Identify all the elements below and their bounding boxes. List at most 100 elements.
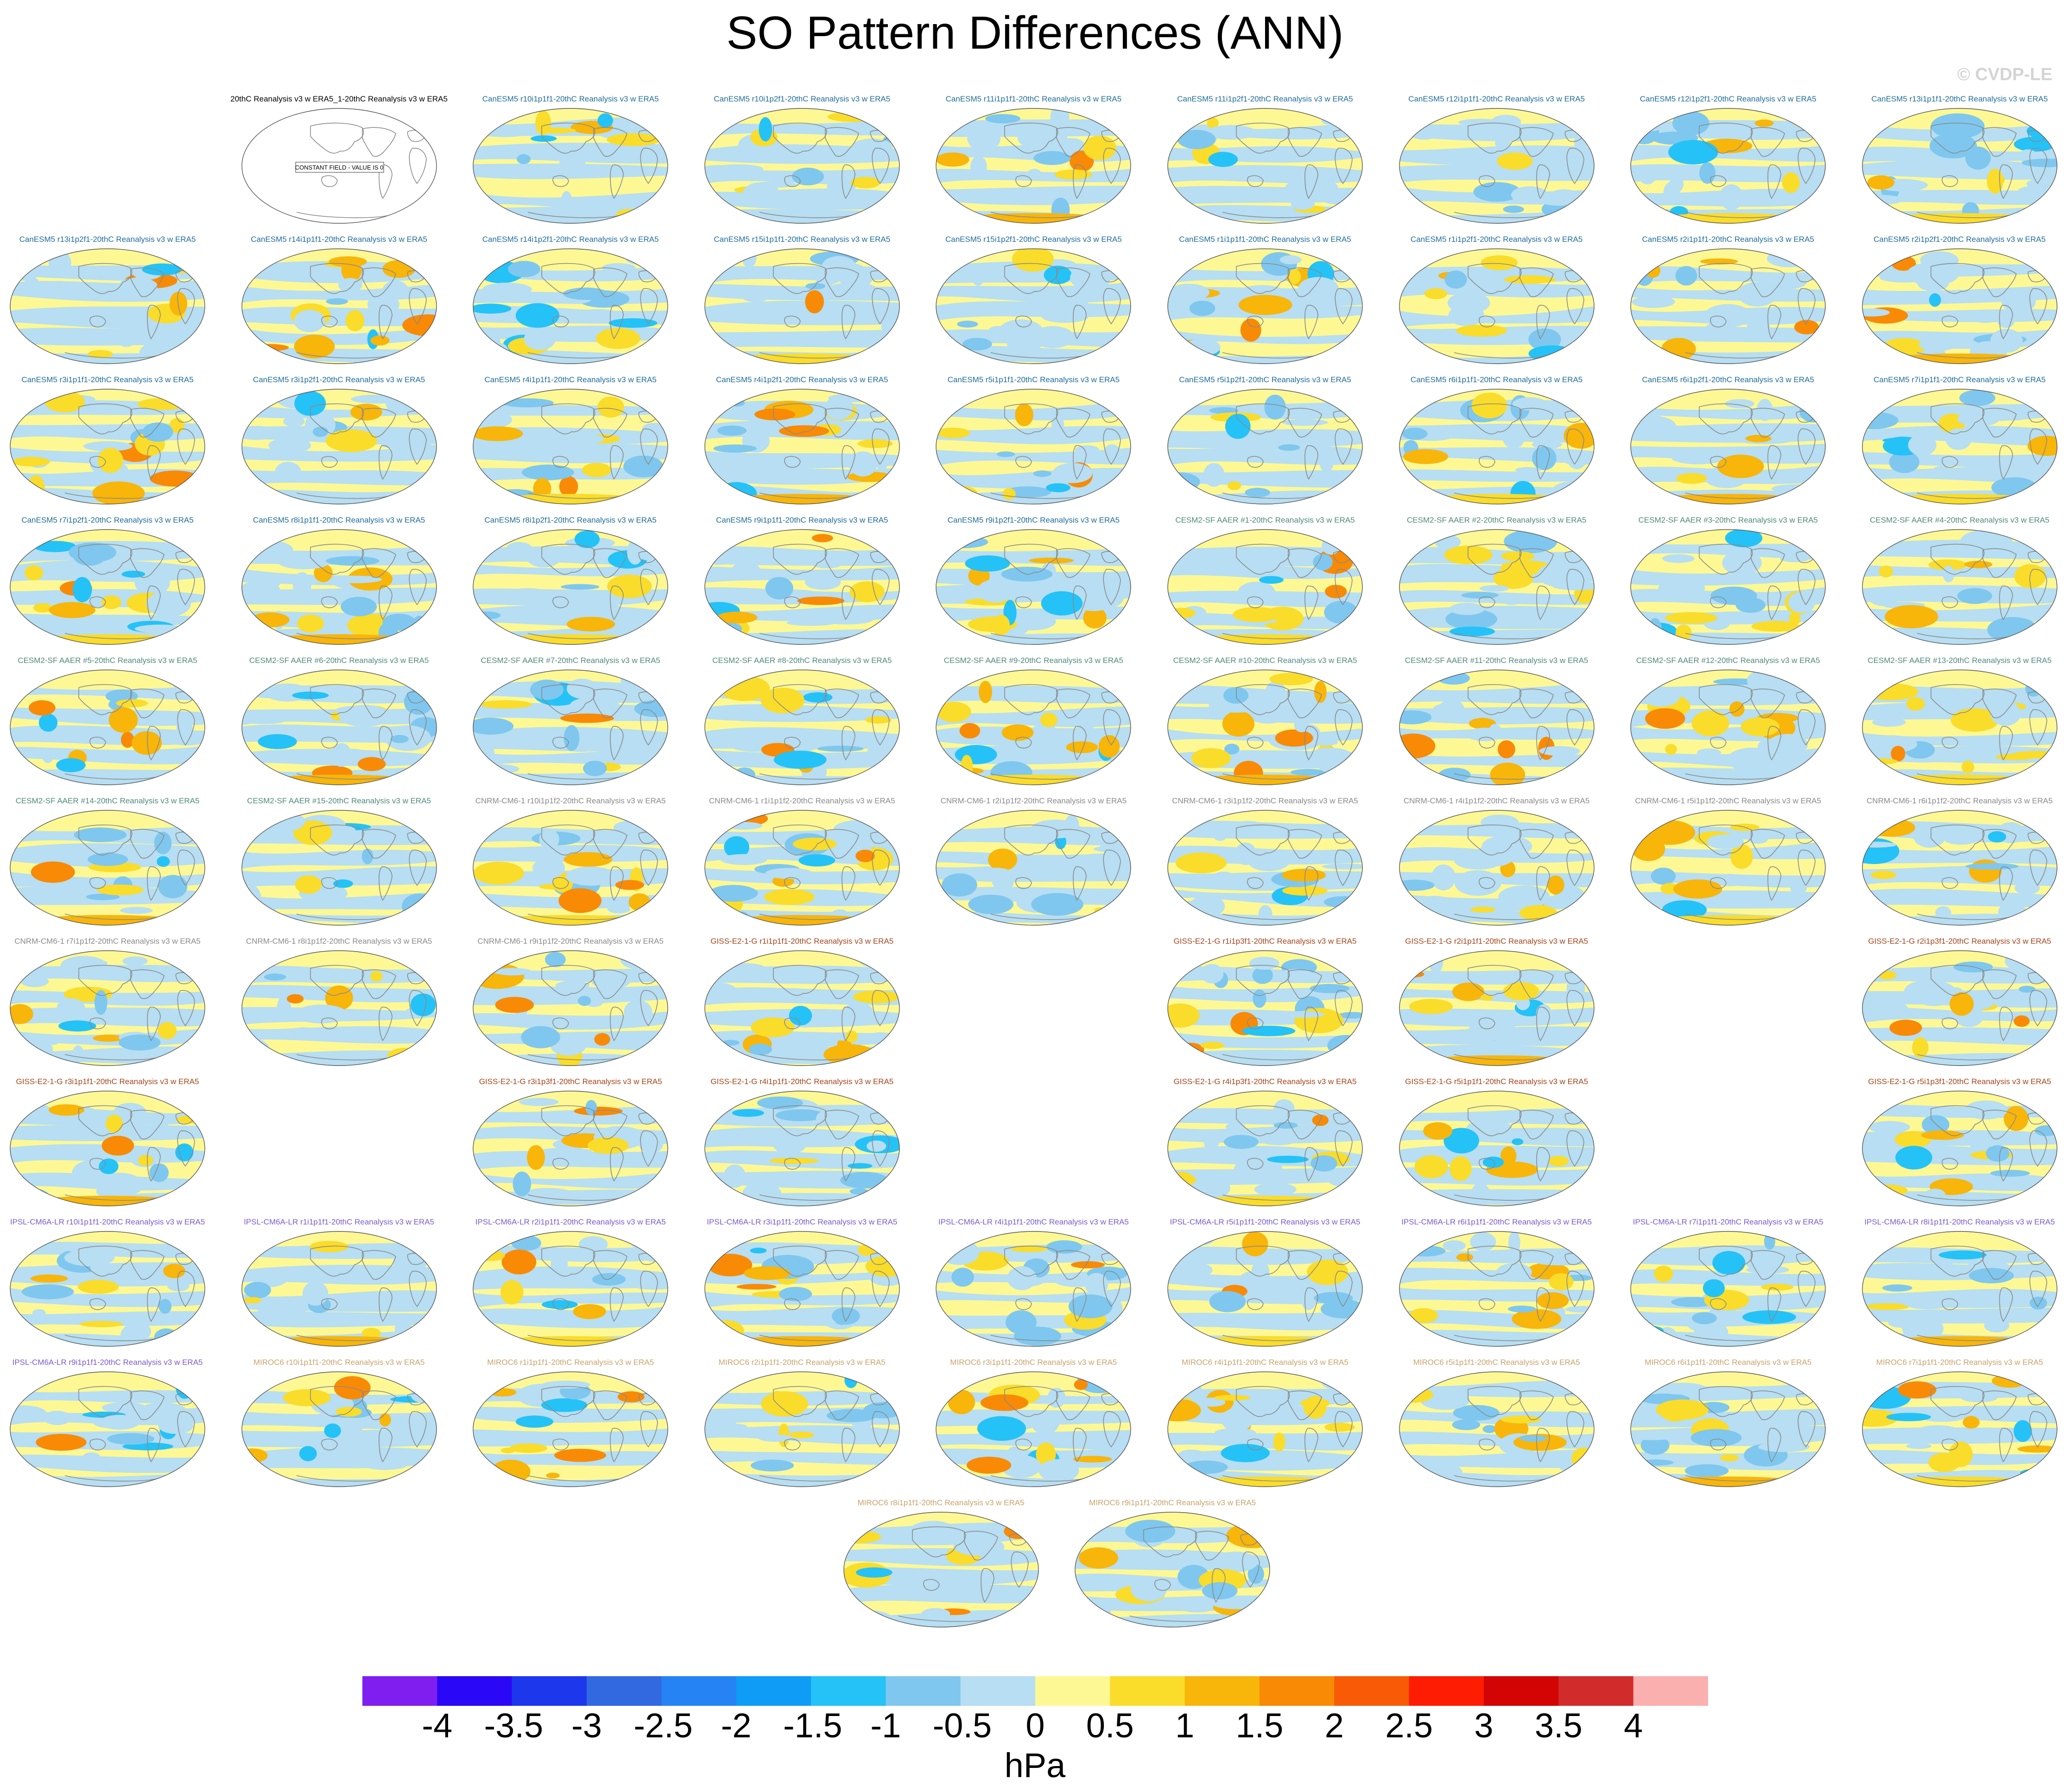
map-panel: CanESM5 r3i1p2f1-20thC Reanalysis v3 w E… (237, 375, 441, 510)
map-panel: CESM2-SF AAER #4-20thC Reanalysis v3 w E… (1858, 516, 2062, 650)
panel-label: CNRM-CM6-1 r4i1p1f2-20thC Reanalysis v3 … (1403, 796, 1590, 805)
map-plot (1630, 669, 1826, 785)
panel-label: IPSL-CM6A-LR r1i1p1f1-20thC Reanalysis v… (244, 1218, 435, 1226)
panel-label: CESM2-SF AAER #6-20thC Reanalysis v3 w E… (249, 656, 429, 665)
map-panel: MIROC6 r3i1p1f1-20thC Reanalysis v3 w ER… (931, 1358, 1135, 1492)
map-panel: CanESM5 r11i1p2f1-20thC Reanalysis v3 w … (1163, 95, 1367, 229)
map-plot (10, 1231, 205, 1347)
map-panel: CanESM5 r8i1p1f1-20thC Reanalysis v3 w E… (237, 516, 441, 650)
panel-label: CanESM5 r15i1p2f1-20thC Reanalysis v3 w … (945, 235, 1122, 244)
colorbar-tick-label: -3.5 (484, 1706, 544, 1745)
map-panel: CanESM5 r10i1p1f1-20thC Reanalysis v3 w … (468, 95, 672, 229)
panel-label: CanESM5 r5i1p2f1-20thC Reanalysis v3 w E… (1179, 375, 1351, 384)
map-panel: IPSL-CM6A-LR r5i1p1f1-20thC Reanalysis v… (1163, 1218, 1367, 1352)
map-panel: CNRM-CM6-1 r2i1p1f2-20thC Reanalysis v3 … (931, 796, 1135, 931)
map-plot (1399, 1231, 1595, 1347)
panel-label: GISS-E2-1-G r5i1p1f1-20thC Reanalysis v3… (1405, 1077, 1589, 1086)
map-plot (473, 389, 668, 505)
panel-label: MIROC6 r5i1p1f1-20thC Reanalysis v3 w ER… (1413, 1358, 1580, 1367)
map-panel: CanESM5 r1i1p1f1-20thC Reanalysis v3 w E… (1163, 235, 1367, 369)
panel-label: CanESM5 r9i1p1f1-20thC Reanalysis v3 w E… (716, 516, 888, 524)
map-panel: CanESM5 r10i1p2f1-20thC Reanalysis v3 w … (700, 95, 904, 229)
map-plot (936, 389, 1132, 505)
map-panel: IPSL-CM6A-LR r10i1p1f1-20thC Reanalysis … (6, 1218, 209, 1352)
map-plot (1862, 248, 2057, 364)
map-panel: IPSL-CM6A-LR r3i1p1f1-20thC Reanalysis v… (700, 1218, 904, 1352)
map-plot (1862, 1371, 2057, 1487)
map-plot (936, 1231, 1132, 1347)
map-plot (936, 1371, 1132, 1487)
panel-label: CESM2-SF AAER #13-20thC Reanalysis v3 w … (1867, 656, 2052, 665)
map-plot: CONSTANT FIELD - VALUE IS 0 (241, 108, 437, 224)
colorbar-swatch (1484, 1676, 1559, 1706)
map-panel: CanESM5 r6i1p2f1-20thC Reanalysis v3 w E… (1626, 375, 1830, 510)
map-plot (1167, 1371, 1363, 1487)
map-plot (10, 810, 205, 926)
colorbar-swatch (362, 1676, 437, 1706)
panel-label: CanESM5 r10i1p1f1-20thC Reanalysis v3 w … (482, 95, 659, 103)
map-plot (1630, 1231, 1826, 1347)
map-panel: CESM2-SF AAER #14-20thC Reanalysis v3 w … (6, 796, 209, 931)
map-panel: CNRM-CM6-1 r4i1p1f2-20thC Reanalysis v3 … (1395, 796, 1599, 931)
colorbar-swatch (1260, 1676, 1335, 1706)
map-panel: MIROC6 r10i1p1f1-20thC Reanalysis v3 w E… (237, 1358, 441, 1492)
panel-label: CanESM5 r7i1p2f1-20thC Reanalysis v3 w E… (21, 516, 194, 524)
map-panel: CanESM5 r13i1p2f1-20thC Reanalysis v3 w … (6, 235, 209, 369)
panel-label: CESM2-SF AAER #14-20thC Reanalysis v3 w … (15, 796, 200, 805)
constant-field-note: CONSTANT FIELD - VALUE IS 0 (295, 164, 383, 171)
map-plot (1167, 669, 1363, 785)
colorbar-swatch (1334, 1676, 1410, 1706)
map-panel: CESM2-SF AAER #13-20thC Reanalysis v3 w … (1858, 656, 2062, 790)
colorbar-tick-label: 1 (1175, 1706, 1195, 1745)
map-panel: CNRM-CM6-1 r8i1p1f2-20thC Reanalysis v3 … (237, 937, 441, 1071)
map-plot (473, 810, 668, 926)
map-panel: GISS-E2-1-G r5i1p3f1-20thC Reanalysis v3… (1858, 1077, 2062, 1211)
map-plot (1862, 1231, 2057, 1347)
map-panel: MIROC6 r1i1p1f1-20thC Reanalysis v3 w ER… (468, 1358, 672, 1492)
map-panel: CanESM5 r9i1p1f1-20thC Reanalysis v3 w E… (700, 516, 904, 650)
map-panel: IPSL-CM6A-LR r7i1p1f1-20thC Reanalysis v… (1626, 1218, 1830, 1352)
map-plot (704, 529, 900, 645)
panel-label: IPSL-CM6A-LR r2i1p1f1-20thC Reanalysis v… (475, 1218, 666, 1226)
map-panel: CNRM-CM6-1 r9i1p1f2-20thC Reanalysis v3 … (468, 937, 672, 1071)
map-plot (704, 108, 900, 224)
panel-label: CanESM5 r1i1p2f1-20thC Reanalysis v3 w E… (1410, 235, 1583, 244)
panel-label: CanESM5 r4i1p2f1-20thC Reanalysis v3 w E… (716, 375, 888, 384)
map-panel: CESM2-SF AAER #6-20thC Reanalysis v3 w E… (237, 656, 441, 790)
map-plot (1167, 389, 1363, 505)
colorbar-swatch (960, 1676, 1036, 1706)
map-panel: CanESM5 r12i1p1f1-20thC Reanalysis v3 w … (1395, 95, 1599, 229)
map-plot (1630, 1371, 1826, 1487)
panel-label: CanESM5 r3i1p2f1-20thC Reanalysis v3 w E… (253, 375, 425, 384)
panel-label: GISS-E2-1-G r3i1p3f1-20thC Reanalysis v3… (479, 1077, 662, 1086)
map-panel: CESM2-SF AAER #7-20thC Reanalysis v3 w E… (468, 656, 672, 790)
map-panel: GISS-E2-1-G r4i1p3f1-20thC Reanalysis v3… (1163, 1077, 1367, 1211)
panel-label: CanESM5 r3i1p1f1-20thC Reanalysis v3 w E… (21, 375, 194, 384)
map-plot (473, 669, 668, 785)
colorbar-tick-label: 2 (1324, 1706, 1344, 1745)
map-panel: MIROC6 r8i1p1f1-20thC Reanalysis v3 w ER… (839, 1498, 1043, 1633)
panel-label: CanESM5 r6i1p1f1-20thC Reanalysis v3 w E… (1410, 375, 1583, 384)
map-plot (1630, 248, 1826, 364)
panel-label: CESM2-SF AAER #4-20thC Reanalysis v3 w E… (1870, 516, 2050, 524)
map-plot (1399, 108, 1595, 224)
map-panel: MIROC6 r4i1p1f1-20thC Reanalysis v3 w ER… (1163, 1358, 1367, 1492)
colorbar-swatch (437, 1676, 513, 1706)
map-panel: MIROC6 r9i1p1f1-20thC Reanalysis v3 w ER… (1070, 1498, 1274, 1633)
map-panel: CanESM5 r14i1p1f1-20thC Reanalysis v3 w … (237, 235, 441, 369)
map-plot (10, 1091, 205, 1206)
map-plot (1399, 950, 1595, 1066)
colorbar-swatch (1110, 1676, 1185, 1706)
panel-label: CanESM5 r8i1p2f1-20thC Reanalysis v3 w E… (484, 516, 657, 524)
colorbar-tick-label: 1.5 (1235, 1706, 1284, 1745)
page-title: SO Pattern Differences (ANN) (726, 7, 1344, 59)
map-panel: CanESM5 r15i1p1f1-20thC Reanalysis v3 w … (700, 235, 904, 369)
colorbar-tick-label: -1 (870, 1706, 901, 1745)
map-panel: CanESM5 r8i1p2f1-20thC Reanalysis v3 w E… (468, 516, 672, 650)
map-panel: 20thC Reanalysis v3 w ERA5_1-20thC Reana… (230, 95, 448, 229)
map-plot (1862, 1091, 2057, 1206)
map-panel: CESM2-SF AAER #8-20thC Reanalysis v3 w E… (700, 656, 904, 790)
map-plot (241, 248, 437, 364)
panel-label: MIROC6 r3i1p1f1-20thC Reanalysis v3 w ER… (950, 1358, 1117, 1367)
panel-label: CanESM5 r11i1p2f1-20thC Reanalysis v3 w … (1177, 95, 1353, 103)
